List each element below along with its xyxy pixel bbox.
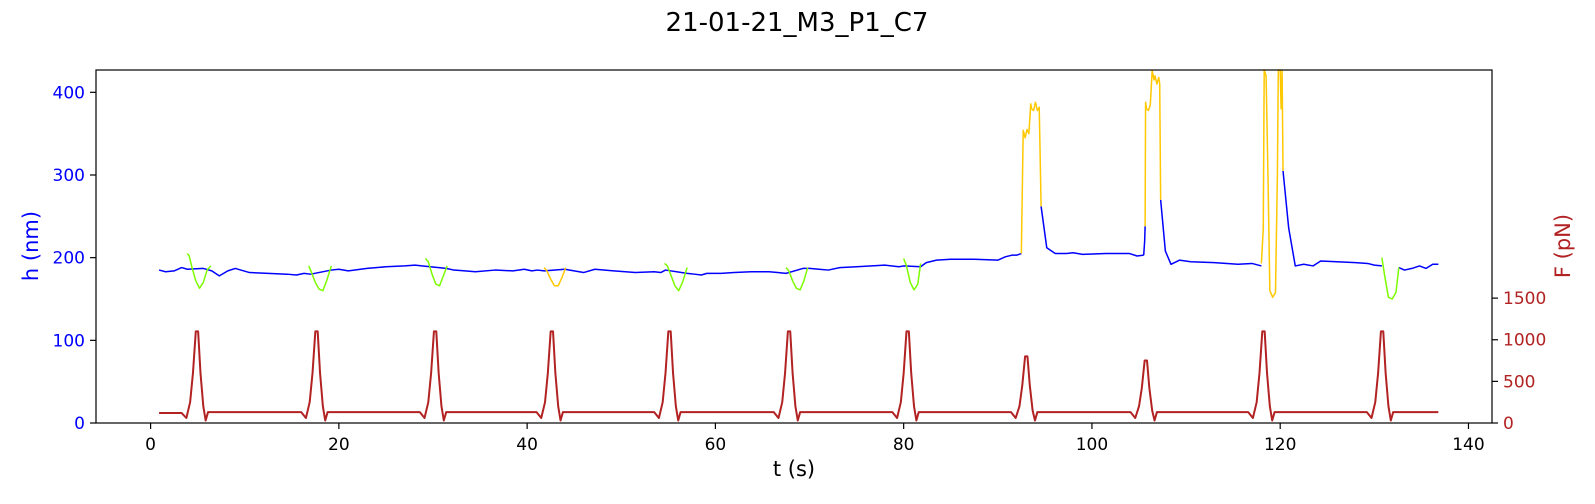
height-line-height-baseline-2 xyxy=(1142,226,1146,256)
right-y-axis-ticks: 0 500 1000 1500 xyxy=(1492,289,1546,434)
x-axis-ticks: 0 20 40 60 80 100 120 140 xyxy=(145,423,1485,455)
left-y-tick-label: 100 xyxy=(53,331,85,351)
left-y-axis-label: h (nm) xyxy=(19,211,43,281)
force-line-17 xyxy=(159,330,1439,422)
height-line-height-baseline-1 xyxy=(1040,206,1144,257)
left-y-tick-label: 400 xyxy=(53,83,85,103)
height-line-height-green-segments-7 xyxy=(308,265,333,292)
x-tick-label: 20 xyxy=(328,435,350,455)
x-tick-label: 120 xyxy=(1264,435,1296,455)
height-line-height-baseline-5 xyxy=(1398,263,1439,271)
x-tick-label: 40 xyxy=(516,435,538,455)
height-line-height-green-segments-11 xyxy=(785,267,809,291)
height-line-height-baseline-4 xyxy=(1282,170,1382,267)
left-y-tick-label: 0 xyxy=(74,414,85,434)
right-y-tick-label: 1500 xyxy=(1503,289,1546,309)
right-y-tick-label: 0 xyxy=(1503,414,1514,434)
x-tick-label: 0 xyxy=(145,435,156,455)
height-line-height-yellow-segments-14 xyxy=(1144,70,1162,227)
x-axis-label: t (s) xyxy=(773,457,815,481)
x-tick-label: 80 xyxy=(893,435,915,455)
height-line-height-yellow-segments-13 xyxy=(1020,101,1042,254)
right-y-tick-label: 1000 xyxy=(1503,331,1546,351)
left-y-tick-label: 300 xyxy=(53,166,85,186)
plot-frame xyxy=(95,69,1493,424)
x-tick-label: 60 xyxy=(705,435,727,455)
series-layer xyxy=(158,69,1439,422)
x-tick-label: 140 xyxy=(1452,435,1484,455)
height-line-height-green-segments-12 xyxy=(902,258,922,291)
x-tick-label: 100 xyxy=(1076,435,1108,455)
left-y-tick-label: 200 xyxy=(53,249,85,269)
height-line-height-green-segments-6 xyxy=(186,253,212,289)
height-line-height-green-segments-16 xyxy=(1381,257,1400,300)
height-line-height-baseline-0 xyxy=(158,252,1022,277)
left-y-axis-ticks: 0 100 200 300 400 xyxy=(53,83,96,434)
height-line-height-yellow-segments-15 xyxy=(1260,69,1284,299)
height-line-height-green-segments-10 xyxy=(664,262,688,292)
right-y-tick-label: 500 xyxy=(1503,372,1535,392)
height-line-height-yellow-segments-9 xyxy=(543,267,567,287)
height-line-height-green-segments-8 xyxy=(424,258,448,287)
height-line-height-baseline-3 xyxy=(1159,199,1262,267)
chart-title: 21-01-21_M3_P1_C7 xyxy=(666,8,929,38)
right-y-axis-label: F (pN) xyxy=(1551,214,1575,278)
